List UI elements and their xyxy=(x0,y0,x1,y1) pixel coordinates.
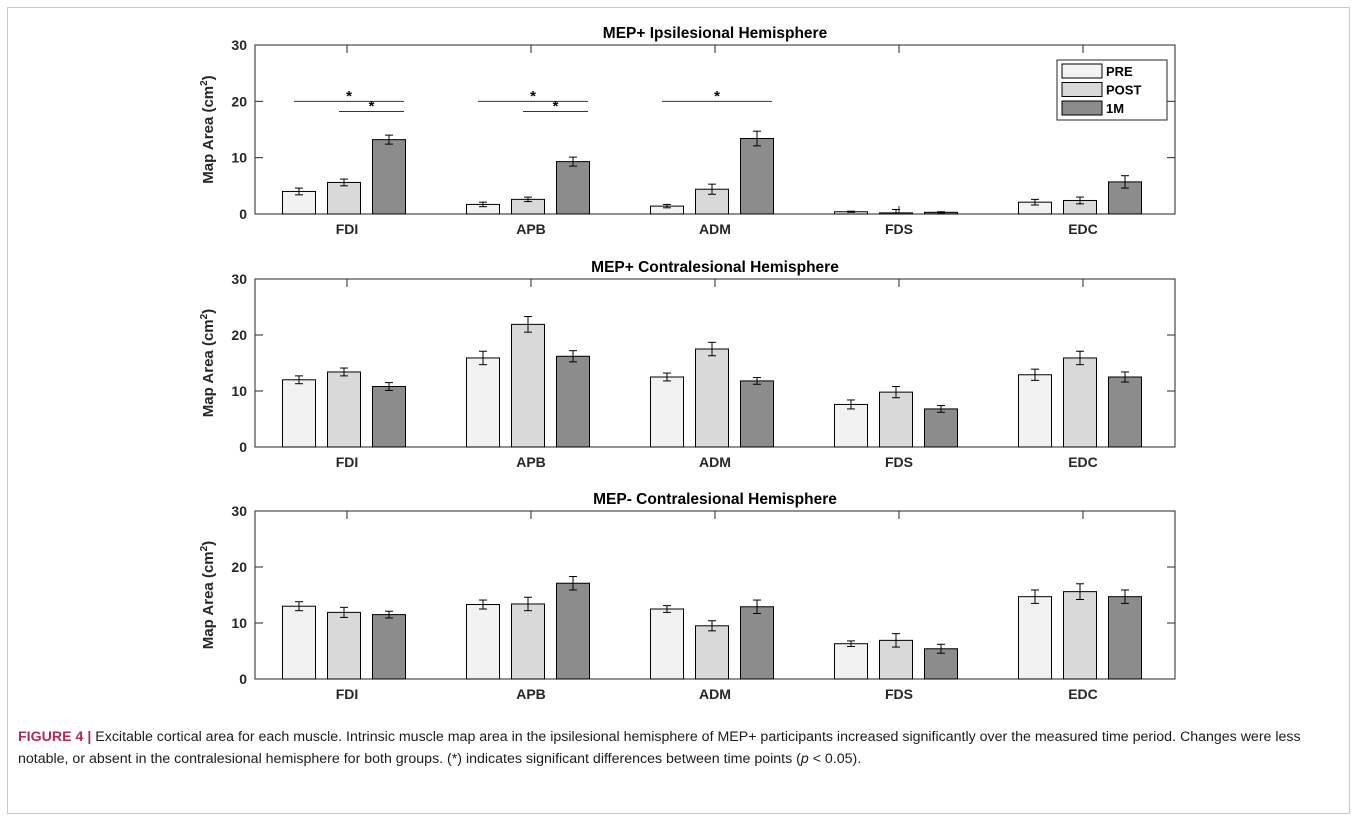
y-tick-label: 0 xyxy=(239,671,247,687)
legend-label-1m: 1M xyxy=(1106,101,1124,116)
significance-star: * xyxy=(346,88,352,105)
bar-1m-adm xyxy=(740,606,774,680)
bar-1m-apb xyxy=(556,582,590,680)
figure-frame xyxy=(7,7,1350,814)
bar-post-edc xyxy=(1063,591,1097,680)
x-tick-label: EDC xyxy=(1068,221,1098,237)
bar-pre-fdi xyxy=(282,605,316,680)
bar-pre-apb xyxy=(466,357,500,448)
x-tick-label: FDS xyxy=(885,454,913,470)
figure-charts: MEP+ Ipsilesional Hemisphere 0 10 20 30 Map A… xyxy=(199,25,1176,702)
bar-post-fdi xyxy=(327,371,361,448)
bar-pre-edc xyxy=(1018,374,1052,448)
chart-panel-2: MEP+ Contralesional Hemisphere 0 10 20 30 Map… xyxy=(199,259,1176,470)
x-tick-label: EDC xyxy=(1068,454,1098,470)
bar-post-fdi xyxy=(327,611,361,680)
bar-post-adm xyxy=(695,625,729,680)
bar-pre-apb xyxy=(466,604,500,680)
bar-1m-fdi xyxy=(372,139,406,215)
y-tick-label: 20 xyxy=(231,327,247,343)
figure-caption: FIGURE 4 | Excitable cortical area for e… xyxy=(18,726,1338,770)
caption-p-symbol: p xyxy=(800,751,809,767)
bar-1m-edc xyxy=(1108,376,1142,448)
y-tick-label: 10 xyxy=(231,150,247,166)
y-axis-label: Map Area (cm2) xyxy=(199,541,217,649)
legend-swatch-post xyxy=(1061,82,1103,97)
chart-panel-1: MEP+ Ipsilesional Hemisphere 0 10 20 30 Map A… xyxy=(199,25,1176,237)
legend-swatch-1m xyxy=(1061,100,1103,116)
bar-pre-fdi xyxy=(282,379,316,448)
x-tick-label: FDS xyxy=(885,686,913,702)
chart-title: MEP+ Contralesional Hemisphere xyxy=(591,259,839,276)
x-tick-label: APB xyxy=(516,221,546,237)
significance-star: * xyxy=(553,98,559,115)
significance-star: * xyxy=(714,88,720,105)
caption-text-2: < 0.05). xyxy=(808,751,862,767)
significance-star: * xyxy=(530,88,536,105)
bar-1m-edc xyxy=(1108,596,1142,680)
y-tick-label: 30 xyxy=(231,503,247,519)
bar-post-edc xyxy=(1063,357,1097,448)
bar-1m-fds xyxy=(924,408,958,448)
x-tick-label: ADM xyxy=(699,686,731,702)
significance-star: * xyxy=(369,98,375,115)
legend-swatch-pre xyxy=(1061,63,1103,79)
x-tick-label: APB xyxy=(516,454,546,470)
caption-label: FIGURE 4 | xyxy=(18,729,92,745)
bar-post-fdi xyxy=(327,181,361,215)
caption-text-1: Excitable cortical area for each muscle.… xyxy=(18,729,1301,767)
bar-post-adm xyxy=(695,348,729,448)
bar-1m-apb xyxy=(556,355,590,448)
bar-pre-adm xyxy=(650,608,684,680)
bar-1m-adm xyxy=(740,380,774,448)
x-tick-label: FDI xyxy=(336,221,359,237)
bar-pre-adm xyxy=(650,376,684,448)
bar-pre-edc xyxy=(1018,596,1052,680)
chart-title: MEP+ Ipsilesional Hemisphere xyxy=(603,25,828,42)
bar-post-fds xyxy=(879,391,913,448)
bar-1m-fdi xyxy=(372,386,406,448)
x-tick-label: FDI xyxy=(336,454,359,470)
legend-label-post: POST xyxy=(1106,83,1141,98)
y-tick-label: 0 xyxy=(239,439,247,455)
chart-title: MEP- Contralesional Hemisphere xyxy=(593,491,837,508)
bar-1m-apb xyxy=(556,161,590,215)
y-tick-label: 30 xyxy=(231,271,247,287)
y-tick-label: 10 xyxy=(231,615,247,631)
y-tick-label: 10 xyxy=(231,383,247,399)
bar-pre-fds xyxy=(834,403,868,448)
x-tick-label: APB xyxy=(516,686,546,702)
y-axis-label: Map Area (cm2) xyxy=(199,309,217,417)
bar-pre-fds xyxy=(834,643,868,680)
bar-1m-fdi xyxy=(372,614,406,680)
bar-post-apb xyxy=(511,603,545,680)
x-tick-label: ADM xyxy=(699,454,731,470)
x-tick-label: ADM xyxy=(699,221,731,237)
y-tick-label: 30 xyxy=(231,37,247,53)
legend-label-pre: PRE xyxy=(1106,64,1133,79)
bar-1m-fds xyxy=(924,648,958,680)
x-tick-label: EDC xyxy=(1068,686,1098,702)
y-axis-label: Map Area (cm2) xyxy=(199,75,217,183)
y-tick-label: 20 xyxy=(231,93,247,109)
bar-post-apb xyxy=(511,323,545,448)
chart-panel-3: MEP- Contralesional Hemisphere 0 10 20 30 Map… xyxy=(199,491,1176,702)
bar-1m-adm xyxy=(740,138,774,215)
y-tick-label: 20 xyxy=(231,559,247,575)
y-tick-label: 0 xyxy=(239,206,247,222)
x-tick-label: FDS xyxy=(885,221,913,237)
x-tick-label: FDI xyxy=(336,686,359,702)
